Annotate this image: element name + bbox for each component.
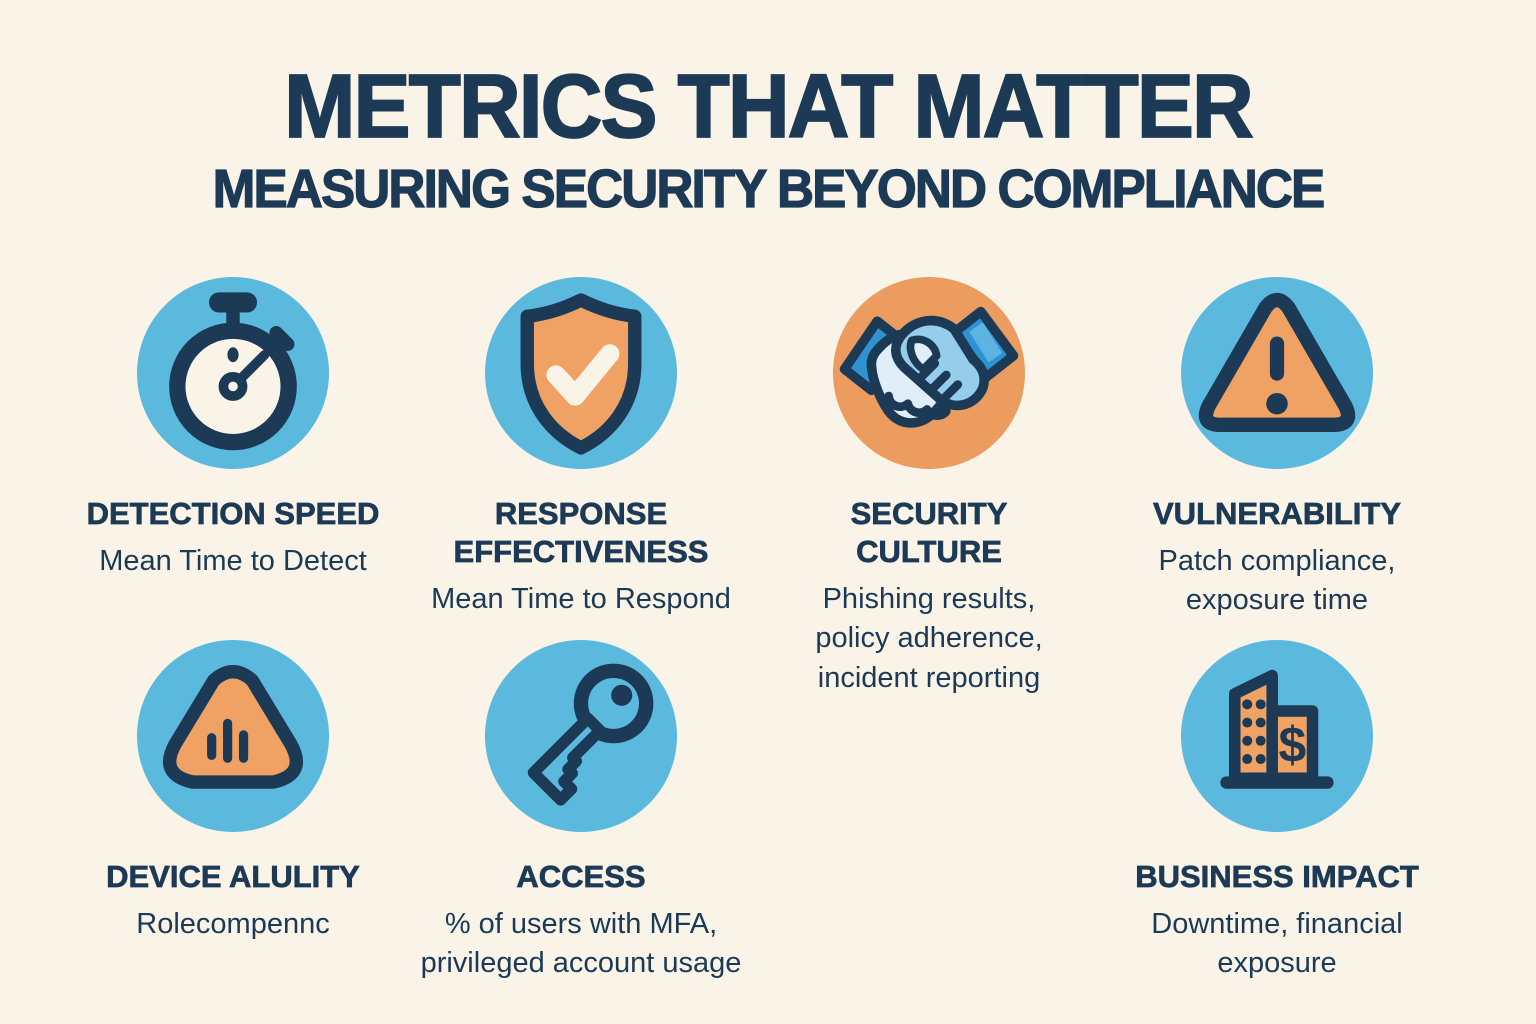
buildings-dollar-icon: $	[1220, 669, 1334, 789]
card-title: BUSINESS IMPACT	[1135, 859, 1419, 895]
icon-circle	[1181, 277, 1373, 469]
dollar-sign-glyph: $	[1278, 717, 1306, 773]
card-title: ACCESS	[516, 859, 646, 895]
warning-triangle-icon	[1198, 292, 1356, 433]
card-title: DETECTION SPEED	[86, 496, 380, 532]
card-subtitle: % of users with MFA, privileged account …	[420, 907, 742, 980]
icon-circle	[485, 640, 677, 832]
metrics-row-2: DEVICE ALULITY Rolecompennc ACCESS % of …	[59, 640, 1451, 984]
page-subtitle: MEASURING SECURITY BEYOND COMPLIANCE	[212, 159, 1326, 219]
card-vulnerability: VULNERABILITY Patch compliance, exposure…	[1103, 277, 1451, 698]
metrics-row-1: DETECTION SPEED Mean Time to Detect RESP…	[59, 277, 1451, 698]
icon-circle	[833, 277, 1025, 469]
card-detection-speed: DETECTION SPEED Mean Time to Detect	[59, 277, 407, 698]
card-subtitle: Rolecompennc	[136, 907, 330, 940]
card-subtitle: Mean Time to Detect	[99, 544, 367, 577]
stopwatch-icon	[169, 292, 297, 451]
card-subtitle: Downtime, financial exposure	[1151, 907, 1403, 980]
shield-check-icon	[520, 293, 642, 455]
key-icon	[527, 663, 654, 806]
card-access: ACCESS % of users with MFA, privileged a…	[407, 640, 755, 984]
card-business-impact: $ BUSINESS IMPACT Downtime, financial ex…	[1103, 640, 1451, 984]
card-title: RESPONSE EFFECTIVENESS	[453, 496, 709, 570]
card-title: SECURITY CULTURE	[850, 496, 1008, 570]
card-subtitle: Patch compliance, exposure time	[1158, 544, 1396, 617]
icon-circle: $	[1181, 640, 1373, 832]
triangle-bars-icon	[163, 665, 303, 789]
card-title: DEVICE ALULITY	[106, 859, 360, 895]
card-security-culture: SECURITY CULTURE Phishing results, polic…	[755, 277, 1103, 698]
card-subtitle: Mean Time to Respond	[431, 582, 731, 615]
card-response-effectiveness: RESPONSE EFFECTIVENESS Mean Time to Resp…	[407, 277, 755, 698]
page-title: METRICS THAT MATTER	[283, 57, 1254, 157]
icon-circle	[137, 640, 329, 832]
card-device-alulity: DEVICE ALULITY Rolecompennc	[59, 640, 407, 984]
handshake-icon	[839, 306, 1019, 428]
icon-circle	[485, 277, 677, 469]
card-subtitle: Phishing results, policy adherence, inci…	[815, 582, 1043, 694]
card-title: VULNERABILITY	[1153, 496, 1402, 532]
icon-circle	[137, 277, 329, 469]
